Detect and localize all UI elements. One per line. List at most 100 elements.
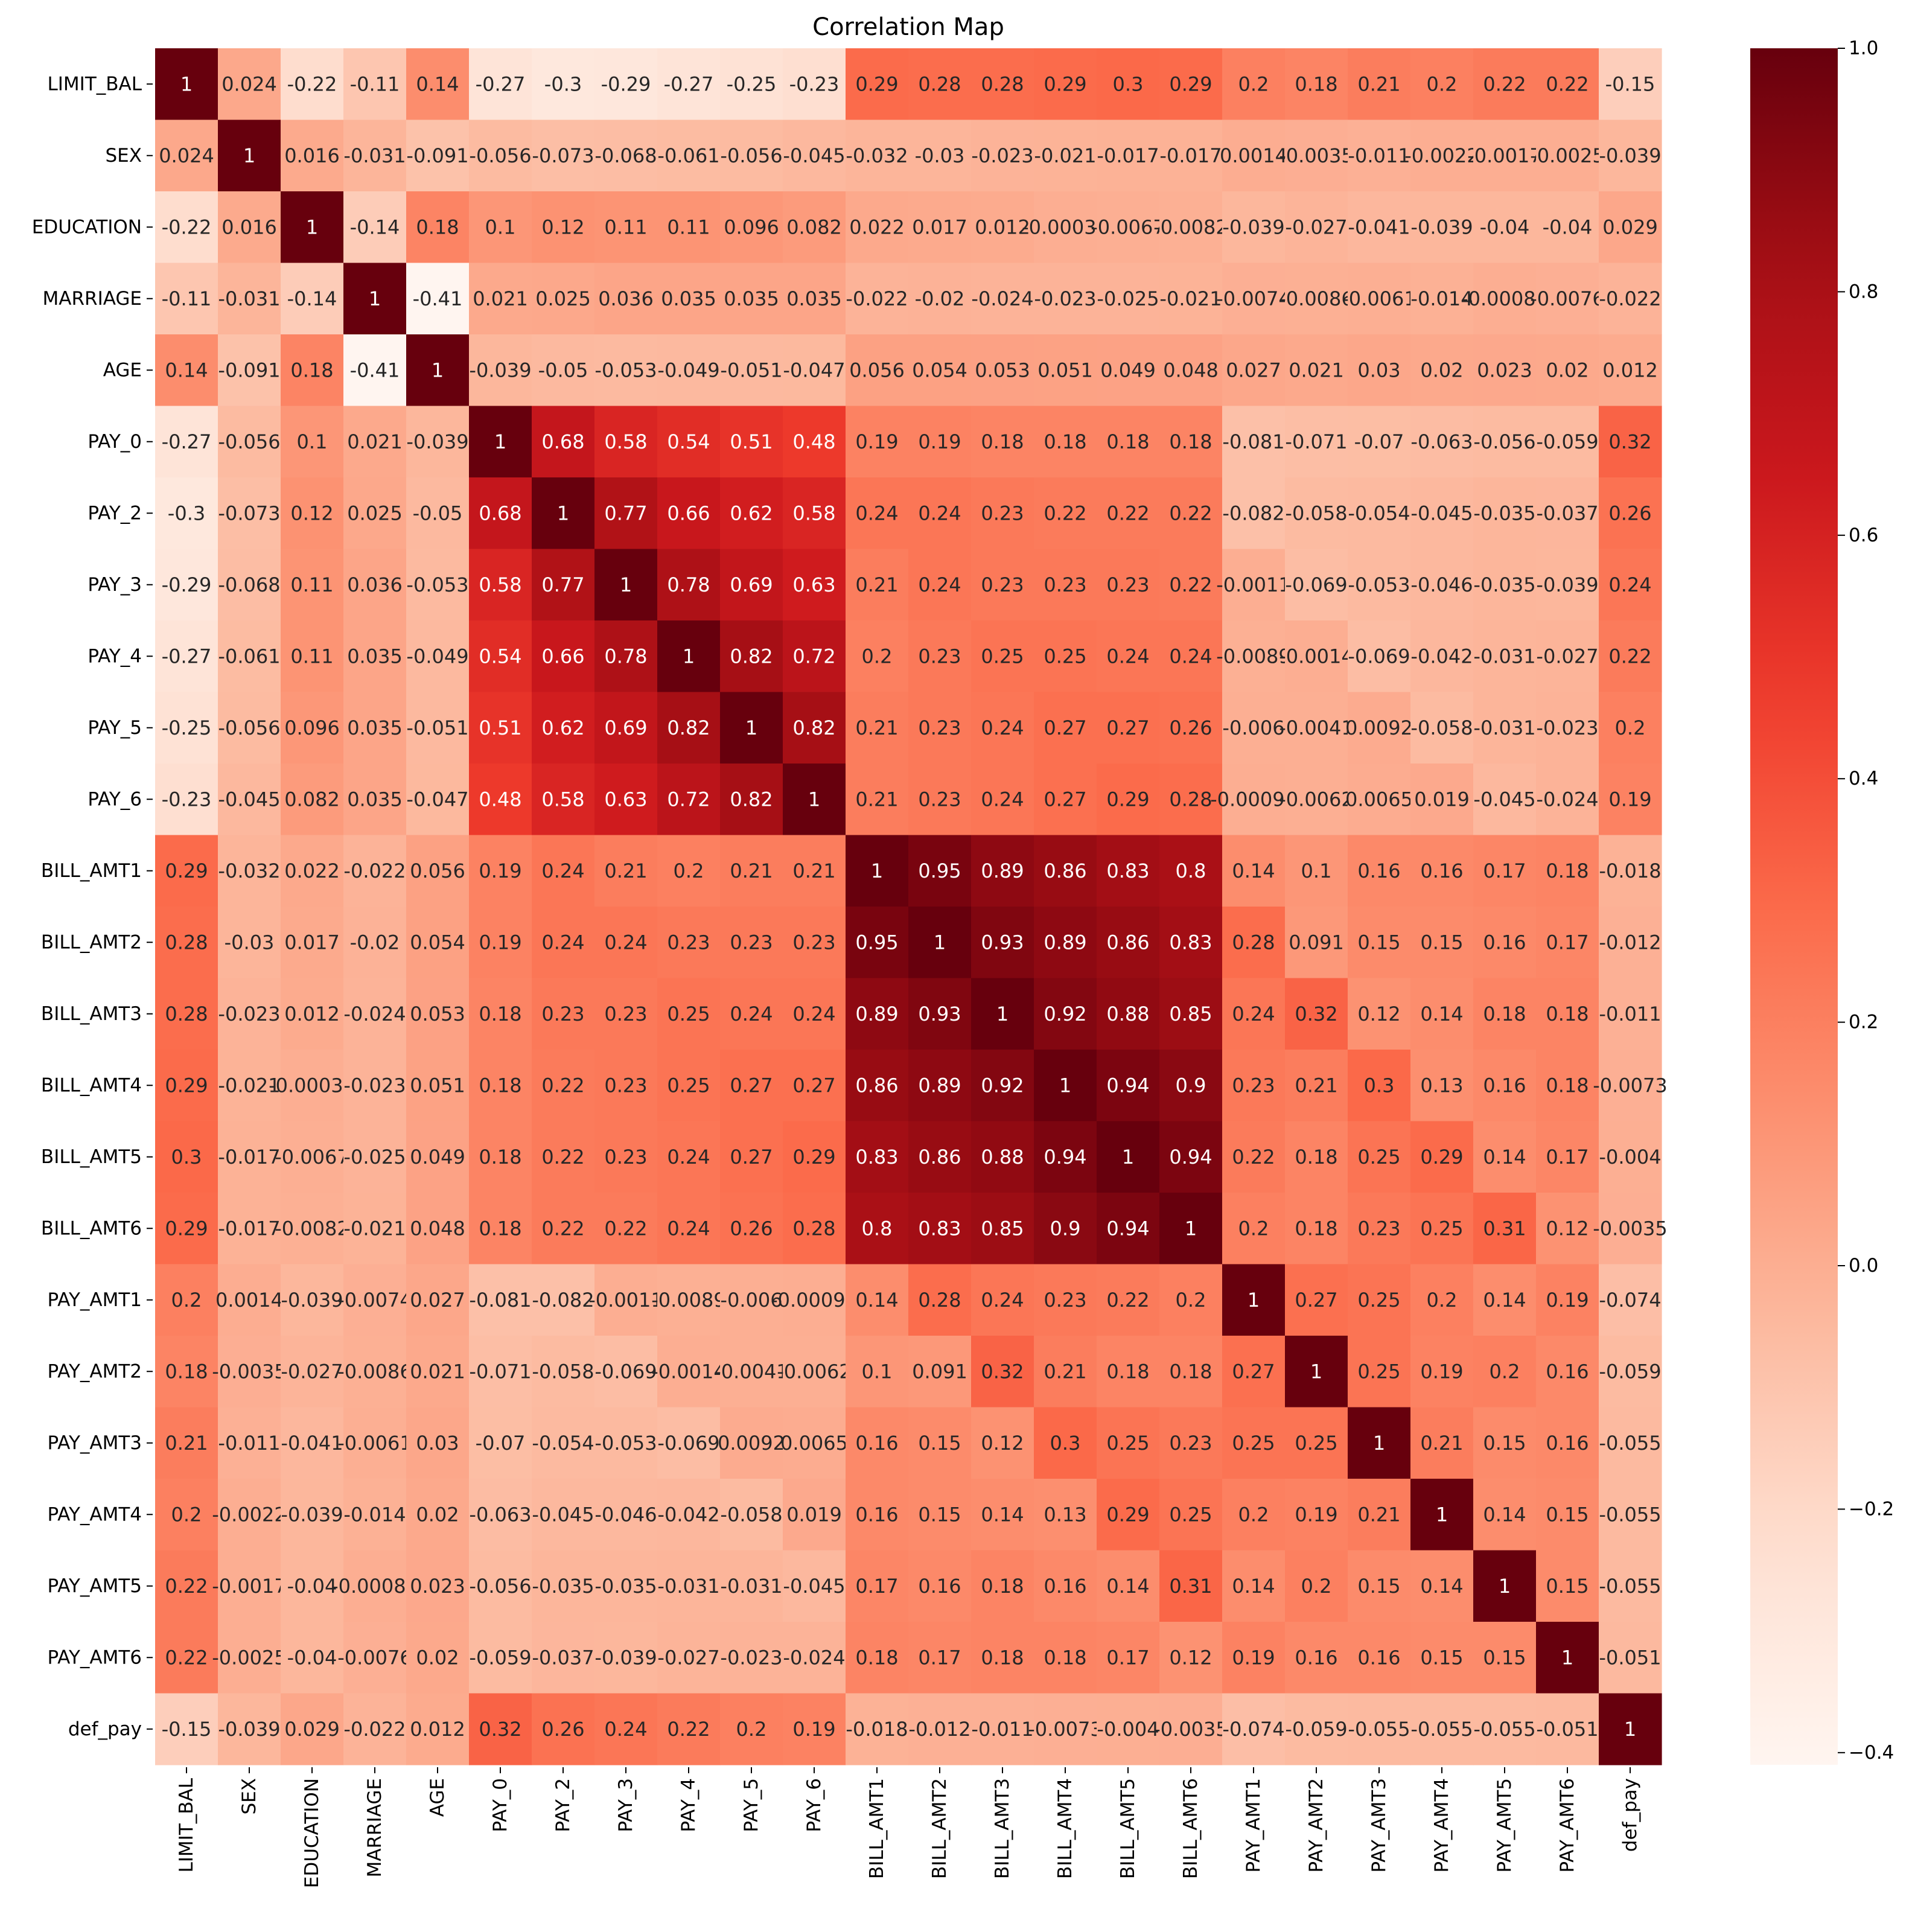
x-tick-label: def_pay	[1619, 1778, 1641, 1852]
cell-value-label: -0.053	[406, 573, 468, 596]
heatmap-cell	[532, 334, 595, 407]
heatmap-cell	[406, 120, 470, 192]
heatmap-cell	[1159, 1622, 1223, 1694]
cell-value-label: -0.045	[532, 1503, 594, 1526]
cell-value-label: -0.069	[594, 1360, 657, 1383]
cell-value-label: 0.19	[479, 859, 521, 882]
cell-value-label: 0.82	[730, 788, 773, 811]
heatmap-cell	[1097, 1336, 1160, 1408]
x-tick-label: PAY_5	[741, 1778, 762, 1832]
heatmap-cell	[594, 549, 658, 621]
cell-value-label: 0.012	[284, 1003, 340, 1025]
heatmap-cell	[657, 1264, 721, 1336]
heatmap-cell	[1473, 1050, 1537, 1122]
heatmap-cell	[343, 1193, 407, 1265]
cell-value-label: 0.32	[1608, 430, 1651, 453]
cell-value-label: -0.0061	[337, 1432, 412, 1455]
cell-value-label: 0.2	[674, 859, 704, 882]
cell-value-label: 1	[180, 72, 193, 95]
cell-value-label: 0.18	[1295, 1217, 1337, 1240]
heatmap-cell	[1473, 1693, 1537, 1765]
heatmap-cell	[594, 1479, 658, 1551]
heatmap-cell	[594, 334, 658, 407]
heatmap-cell	[1410, 1193, 1474, 1265]
heatmap-cell	[657, 692, 721, 764]
cell-value-label: 0.2	[1615, 716, 1646, 739]
heatmap-cell	[1097, 191, 1160, 264]
cell-value-label: 0.082	[786, 215, 842, 238]
heatmap-cell	[1097, 1050, 1160, 1122]
cell-value-label: 0.26	[541, 1718, 584, 1741]
cell-value-label: 0.18	[1106, 430, 1149, 453]
heatmap-cell	[469, 1050, 532, 1122]
heatmap-cell	[532, 48, 595, 121]
heatmap-cell	[343, 978, 407, 1050]
cell-value-label: -0.05	[538, 359, 588, 381]
heatmap-cell	[720, 120, 783, 192]
heatmap-cell	[908, 1407, 972, 1479]
cell-value-label: -0.021	[218, 1074, 280, 1097]
cell-value-label: -0.053	[594, 359, 657, 381]
cell-value-label: 0.18	[855, 1646, 898, 1669]
cell-value-label: 0.2	[1490, 1360, 1520, 1383]
heatmap-cell	[155, 477, 218, 550]
cell-value-label: 0.18	[981, 1575, 1024, 1598]
heatmap-cell	[1222, 907, 1286, 979]
cell-value-label: 0.3	[1364, 1074, 1395, 1097]
cell-value-label: 0.18	[1169, 430, 1212, 453]
cell-value-label: 0.21	[1357, 72, 1400, 95]
cell-value-label: 0.02	[1546, 359, 1589, 381]
heatmap-cell	[1599, 1550, 1662, 1622]
heatmap-cell	[908, 835, 972, 907]
heatmap-cell	[1097, 692, 1160, 764]
heatmap-cell	[1222, 978, 1286, 1050]
cell-value-label: -0.018	[1599, 859, 1661, 882]
heatmap-cell	[532, 477, 595, 550]
heatmap-cell	[846, 334, 909, 407]
heatmap-cell	[406, 1193, 470, 1265]
y-tick-label: BILL_AMT2	[41, 931, 142, 953]
cell-value-label: 1	[1373, 1432, 1385, 1455]
cell-value-label: 0.035	[786, 287, 842, 310]
cell-value-label: -0.0076	[337, 1646, 412, 1669]
cell-value-label: -0.055	[1599, 1575, 1661, 1598]
cell-value-label: 0.024	[159, 144, 214, 167]
heatmap-cell	[155, 549, 218, 621]
cell-value-label: 0.25	[1106, 1432, 1149, 1455]
heatmap-cell	[594, 1622, 658, 1694]
heatmap-cell	[343, 1407, 407, 1479]
cell-value-label: -0.0074	[1216, 287, 1291, 310]
heatmap-cell	[1599, 1050, 1662, 1122]
cell-value-label: 0.14	[981, 1503, 1024, 1526]
cell-value-label: 0.25	[1295, 1432, 1337, 1455]
cell-value-label: 0.03	[416, 1432, 459, 1455]
cell-value-label: 0.24	[981, 788, 1024, 811]
heatmap-cell	[281, 1550, 344, 1622]
heatmap-cell	[657, 1479, 721, 1551]
heatmap-cell	[1473, 907, 1537, 979]
heatmap-cell	[406, 1479, 470, 1551]
cell-value-label: 0.29	[1420, 1146, 1463, 1168]
heatmap-cell	[594, 620, 658, 693]
heatmap-cell	[406, 1050, 470, 1122]
cell-value-label: 1	[934, 931, 946, 954]
heatmap-cell	[343, 1050, 407, 1122]
cell-value-label: 0.28	[165, 931, 208, 954]
cell-value-label: -0.0076	[1530, 287, 1605, 310]
heatmap-cell	[155, 120, 218, 192]
heatmap-cell	[657, 1407, 721, 1479]
heatmap-cell	[343, 120, 407, 192]
cell-value-label: -0.0086	[337, 1360, 412, 1383]
heatmap-cell	[1348, 1336, 1411, 1408]
colorbar: 1.0 0.8 0.6 0.4 0.2 0.0 −0.2 −0.4	[1750, 37, 1894, 1765]
cell-value-label: 0.25	[1357, 1146, 1400, 1168]
heatmap-cell	[720, 620, 783, 693]
heatmap-cell	[971, 1193, 1034, 1265]
heatmap-cell	[155, 334, 218, 407]
heatmap-cell	[1599, 406, 1662, 478]
heatmap-cell	[720, 334, 783, 407]
cell-value-label: -0.006	[720, 1289, 782, 1312]
heatmap-cell	[1034, 1550, 1097, 1622]
heatmap-cell	[406, 1693, 470, 1765]
cell-value-label: -0.051	[1599, 1646, 1661, 1669]
